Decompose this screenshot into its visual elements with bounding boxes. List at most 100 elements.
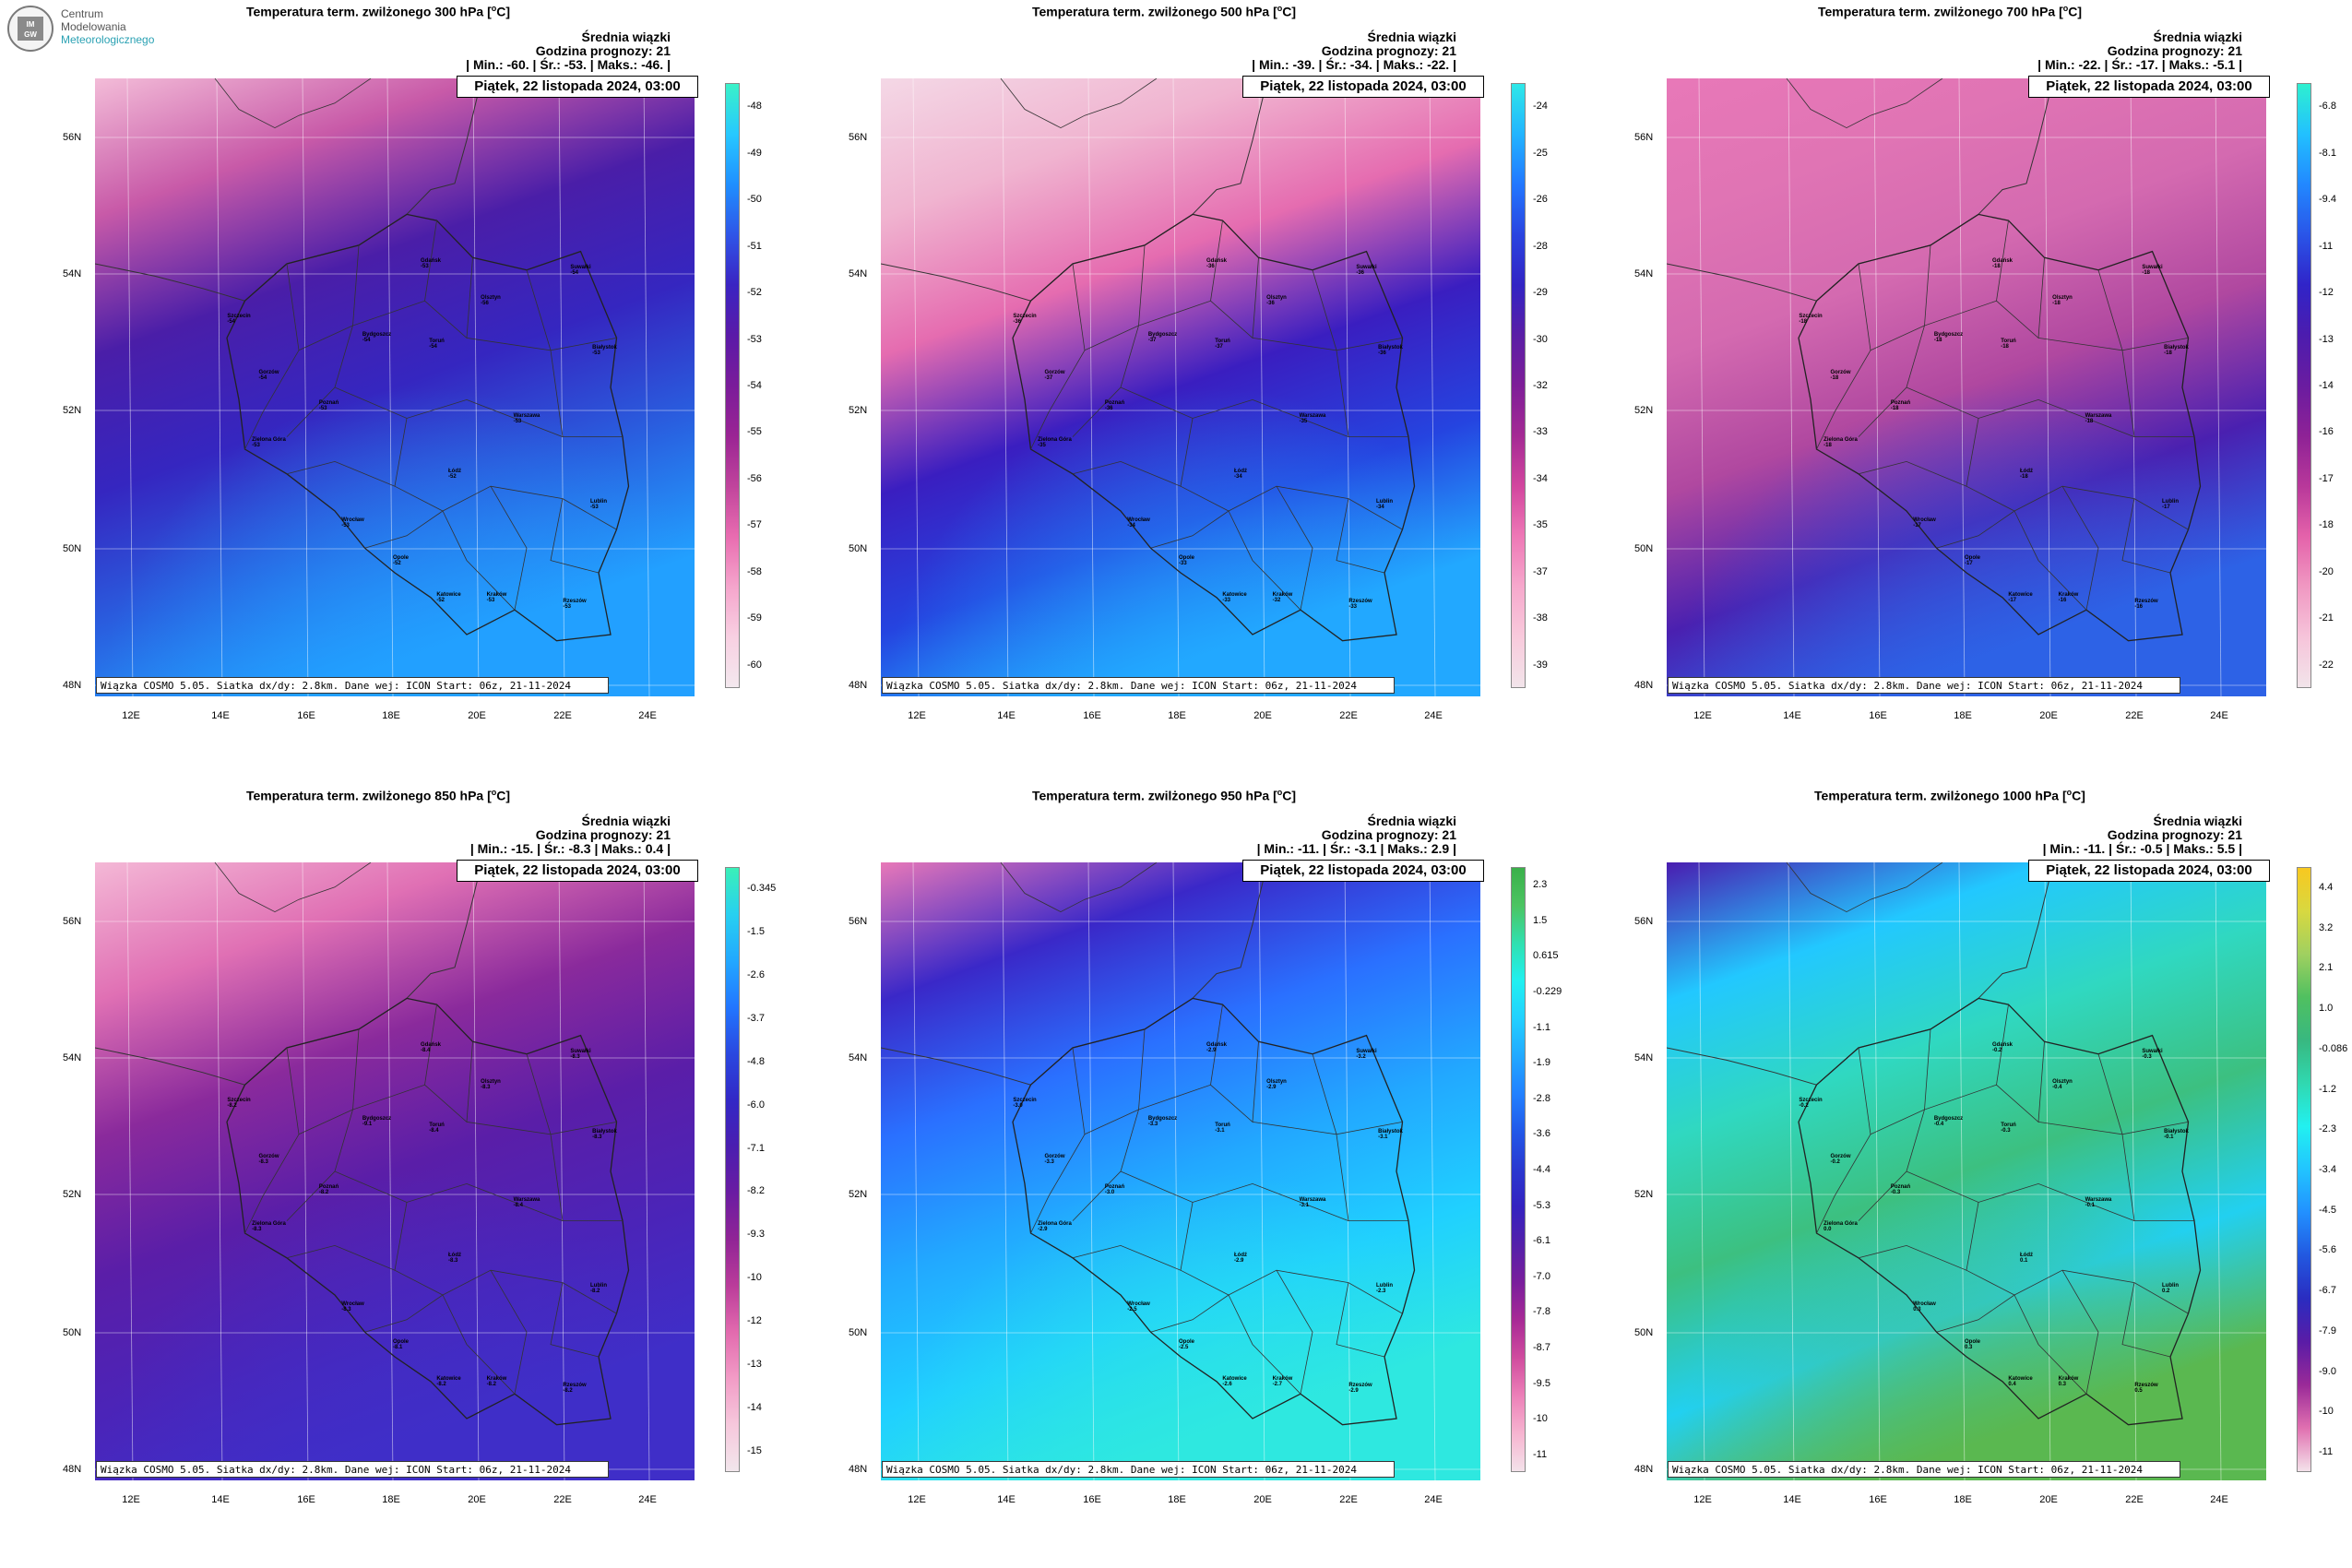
city-value: -16 [2058,597,2067,603]
latitude-tick: 56N [1634,916,1654,927]
colorbar-label: -14 [2319,380,2334,391]
forecast-hour-label: Godzina prognozy: 21 [1321,827,1456,842]
forecast-map: Gdańsk -18 Olsztyn -18 Suwałki -18 Szczecin -18… [1667,78,2266,696]
forecast-date-box: Piątek, 22 listopada 2024, 03:00 [457,860,698,882]
city-value: -8.4 [429,1128,439,1134]
city-value: -8.2 [436,1381,446,1387]
longitude-tick: 18E [1168,1494,1186,1505]
city-name: Bydgoszcz [1933,1116,1964,1123]
city-marker: Olsztyn -8.3 [481,1079,501,1090]
colorbar-label: -55 [747,426,762,438]
city-value: -35 [1299,418,1308,424]
colorbar-label: -5.6 [2319,1244,2336,1256]
city-name: Lublin [2162,499,2179,505]
ensemble-mean-label: Średnia wiązki [2153,30,2242,44]
latitude-tick: 54N [849,268,868,279]
city-value: -53 [563,603,571,610]
city-value: -2.7 [1272,1381,1282,1387]
latitude-tick: 56N [63,916,82,927]
city-name: Suwałki [2142,264,2163,270]
voivodeship-border [2013,510,2087,611]
colorbar-label: -39 [1533,659,1548,671]
latitude-tick: 48N [63,680,82,691]
city-name: Suwałki [1356,264,1377,270]
voivodeship-border [1072,1202,1194,1271]
city-name: Zielona Góra [1823,1221,1858,1228]
voivodeship-border [2121,1282,2171,1358]
city-value: -37 [1044,374,1053,381]
city-name: Gdańsk [420,258,442,264]
city-name: Wrocław [1913,517,1936,524]
city-value: -3.0 [1104,1190,1115,1196]
forecast-map: Gdańsk -53 Olsztyn -56 Suwałki -54 Szczecin -54… [95,78,695,696]
city-marker: Poznań -53 [319,400,339,411]
latitude-tick: 48N [63,1464,82,1475]
colorbar-label: -13 [2319,333,2334,345]
city-value: -2.5 [1178,1344,1189,1350]
forecast-date-box: Piątek, 22 listopada 2024, 03:00 [1242,76,1484,98]
map-panel-4: Temperatura term. zwilżonego 850 hPa [oC… [9,784,776,1522]
panel-meta: Średnia wiązki Godzina prognozy: 21 | Min.… [1252,30,1456,72]
colorbar-label: -33 [1533,426,1548,438]
city-value: -53 [318,406,327,412]
city-value: -54 [227,319,235,326]
longitude-tick: 14E [997,710,1016,721]
city-name: Katowice [2008,1375,2033,1382]
colorbar-label: -9.0 [2319,1365,2336,1377]
panel-title: Temperatura term. zwilżonego 700 hPa [oC… [1581,4,2319,19]
city-marker: Szczecin -36 [1013,314,1036,325]
city-value: -18 [1799,319,1807,326]
city-name: Opole [392,554,410,561]
city-name: Kraków [1272,1375,1293,1382]
city-marker: Suwałki -18 [2142,265,2162,276]
city-marker: Kraków 0.3 [2059,1376,2079,1387]
city-value: -56 [481,301,489,307]
voivodeship-border [1072,1004,1223,1221]
longitude-tick: 20E [2039,1494,2058,1505]
latitude-tick: 50N [849,1327,868,1338]
city-value: -52 [436,597,445,603]
latitude-tick: 56N [63,132,82,143]
colorbar-label: -10 [747,1272,762,1284]
poland-border [1798,997,2202,1426]
city-marker: Warszawa -35 [1300,413,1326,424]
city-marker: Poznań -8.2 [319,1184,339,1195]
city-marker: Poznań -3.0 [1105,1184,1124,1195]
city-name: Poznań [1890,1184,1911,1191]
city-value: -8.3 [252,1227,262,1233]
colorbar-label: -5.3 [1533,1199,1550,1211]
city-name: Gdańsk [1991,1042,2013,1048]
city-name: Katowice [436,1375,461,1382]
city-name: Poznań [318,400,339,407]
voivodeship-border [1816,1047,1871,1234]
logo-line-1: Centrum [61,7,104,20]
city-value: -2.3 [1376,1289,1386,1295]
longitude-tick: 24E [2210,1494,2228,1505]
voivodeship-border [1858,220,2009,437]
voivodeship-border [334,386,564,437]
longitude-tick: 12E [908,710,926,721]
voivodeship-border [1228,1294,1301,1395]
city-name: Olsztyn [481,1079,501,1086]
panel-title-degree: o [491,4,497,13]
city-marker: Białystok -53 [592,345,617,356]
city-marker: Lublin 0.2 [2162,1283,2179,1294]
panel-meta: Średnia wiązki Godzina prognozy: 21 | Min.… [1257,814,1456,856]
voivodeship-border [1120,386,1349,437]
city-name: Białystok [1378,1128,1403,1134]
city-marker: Opole -33 [1179,555,1194,566]
city-marker: Gorzów -3.3 [1045,1154,1065,1165]
colorbar-label: -13 [747,1358,762,1370]
city-name: Bydgoszcz [1147,1116,1178,1123]
voivodeship-border [2037,1122,2194,1222]
longitude-tick: 14E [1783,710,1801,721]
city-value: -53 [341,523,350,529]
city-marker: Gdańsk -2.9 [1206,1042,1227,1053]
panel-title: Temperatura term. zwilżonego 850 hPa [oC… [9,788,747,803]
field-overlay [1667,78,2266,696]
city-name: Rzeszów [2134,1382,2158,1388]
city-value: -9.1 [362,1122,373,1128]
field-overlay [95,78,695,696]
city-value: -17 [1913,523,1921,529]
city-name: Białystok [592,344,617,350]
